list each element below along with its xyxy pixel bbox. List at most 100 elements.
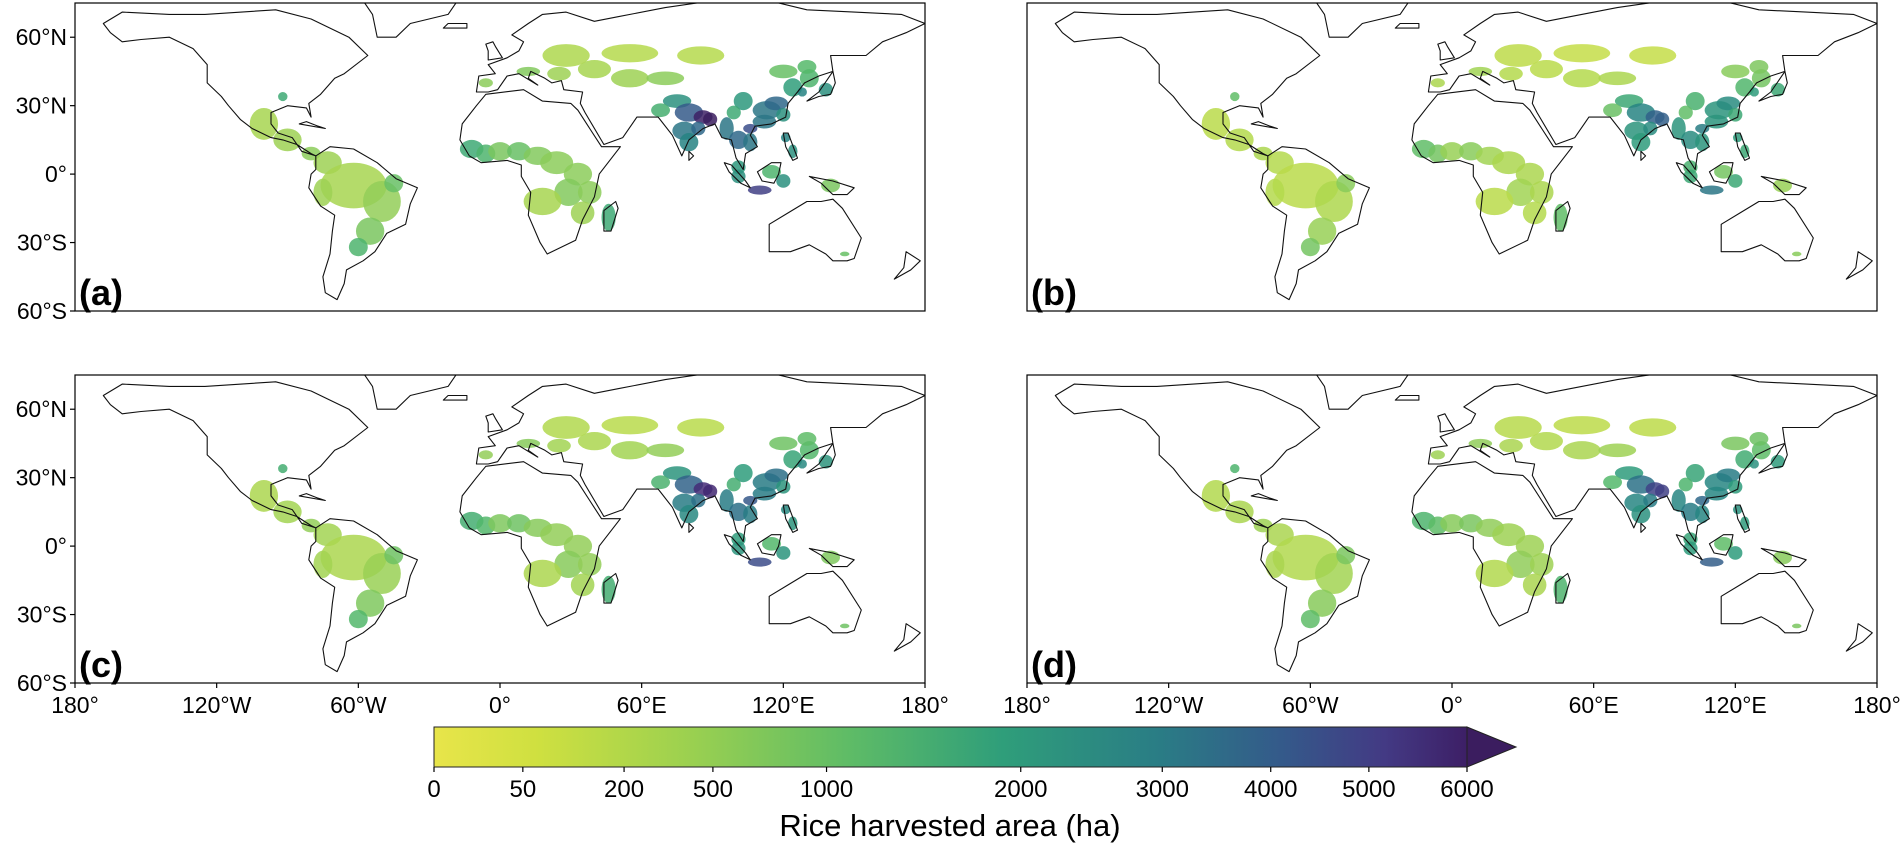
coastline-cuba — [298, 493, 326, 502]
rice-area-patch — [677, 46, 725, 65]
rice-area-patch — [733, 91, 753, 111]
rice-area-patch — [769, 64, 798, 79]
rice-area-patch — [776, 107, 791, 122]
rice-area-patch — [743, 495, 758, 506]
coastline-africa — [1411, 89, 1573, 255]
coastline-srilanka — [1640, 150, 1647, 161]
rice-area-patch — [1598, 443, 1637, 458]
rice-area-patch — [278, 91, 288, 102]
rice-area-patch — [540, 151, 574, 175]
coastline-australia — [1720, 570, 1814, 634]
rice-data-layer — [1201, 416, 1802, 629]
coastline-samerica — [308, 518, 418, 673]
rice-area-patch — [651, 103, 670, 118]
rice-area-patch — [1307, 589, 1337, 617]
rice-area-patch — [1721, 64, 1750, 79]
coastline-samerica — [1260, 146, 1370, 301]
rice-area-patch — [1695, 505, 1710, 524]
rice-area-patch — [1681, 502, 1700, 522]
rice-area-patch — [1685, 463, 1705, 483]
coastline-antarctic — [1285, 310, 1289, 311]
rice-area-patch — [601, 416, 659, 435]
rice-area-patch — [601, 44, 659, 63]
rice-area-patch — [797, 87, 807, 97]
coastline-borneo — [756, 534, 782, 556]
rice-area-patch — [488, 142, 512, 161]
colorbar-label: Rice harvested area (ha) — [779, 808, 1120, 843]
rice-area-patch — [1475, 559, 1514, 588]
rice-area-patch — [577, 180, 602, 204]
lon-tick-label: 120°E — [1704, 692, 1767, 718]
coastline-borneo — [756, 162, 782, 184]
rice-area-patch — [1681, 130, 1700, 150]
coastline-greenland — [1316, 375, 1409, 410]
rice-area-patch — [1716, 96, 1741, 111]
rice-area-patch — [733, 463, 753, 483]
rice-area-patch — [523, 187, 562, 216]
lon-tick-label: 120°W — [182, 692, 252, 718]
rice-area-patch — [1728, 174, 1743, 188]
rice-area-patch — [1643, 121, 1658, 136]
rice-area-patch — [1440, 142, 1464, 161]
coastline-iceland — [442, 22, 468, 29]
coastline-iceland — [442, 394, 468, 401]
rice-area-patch — [729, 130, 748, 150]
coastline-eurasia — [475, 375, 925, 543]
coastline-uk — [485, 413, 503, 433]
coastline-madagascar — [603, 200, 619, 232]
rice-area-patch — [691, 493, 706, 508]
coastline-africa — [459, 461, 621, 627]
rice-area-patch — [1749, 60, 1769, 74]
coastline-greenland — [364, 3, 457, 38]
rice-area-patch — [249, 107, 279, 140]
rice-area-patch — [743, 123, 758, 134]
rice-area-patch — [1749, 459, 1759, 469]
rice-area-patch — [1655, 112, 1670, 127]
coastline-srilanka — [688, 150, 695, 161]
rice-area-patch — [1716, 468, 1741, 483]
rice-area-patch — [651, 475, 670, 490]
colorbar: 0 50 200 500 1000 2000 3000 4000 5000 6000 Rice h… — [427, 726, 1518, 843]
rice-area-patch — [1492, 151, 1526, 175]
rice-area-patch — [762, 536, 781, 551]
colorbar-extend-arrow — [1466, 726, 1518, 768]
rice-area-patch — [1440, 514, 1464, 533]
coastline-borneo — [1708, 534, 1734, 556]
colorbar-tick-label: 4000 — [1244, 776, 1297, 803]
rice-area-patch — [1506, 178, 1535, 207]
rice-area-patch — [1603, 103, 1622, 118]
coastline-samerica — [1260, 518, 1370, 673]
rice-area-patch — [776, 546, 791, 560]
coastline-australia — [768, 198, 862, 262]
rice-area-patch — [1553, 575, 1568, 604]
rice-area-patch — [1728, 479, 1743, 494]
coastline-australia — [768, 570, 862, 634]
rice-area-patch — [752, 486, 777, 501]
lon-tick-label: 120°W — [1134, 692, 1204, 718]
coastline-newguinea — [808, 175, 855, 196]
rice-area-patch — [1265, 550, 1285, 579]
coastline-sumatra — [1675, 162, 1703, 189]
lon-tick-label: 60°W — [1282, 692, 1339, 718]
coastline-greenland — [1316, 3, 1409, 38]
rice-area-patch — [355, 589, 385, 617]
rice-area-patch — [1792, 251, 1802, 257]
coastline-nz — [1845, 623, 1873, 652]
coastlines — [1054, 3, 1877, 311]
rice-area-patch — [610, 69, 649, 88]
coastline-philippines — [1734, 132, 1751, 161]
rice-area-patch — [1629, 418, 1677, 437]
rice-area-patch — [1562, 441, 1601, 460]
rice-area-patch — [478, 450, 493, 460]
rice-area-patch — [542, 44, 590, 67]
colorbar-tick-label: 1000 — [800, 776, 853, 803]
rice-area-patch — [747, 185, 772, 195]
rice-area-patch — [1475, 187, 1514, 216]
colorbar-tick-label: 50 — [509, 776, 536, 803]
rice-area-patch — [554, 178, 583, 207]
map-panel: (b) — [1026, 2, 1878, 313]
rice-area-patch — [1714, 536, 1733, 551]
lat-tick-label: 0° — [45, 533, 67, 559]
lat-tick-label: 60°S — [17, 298, 67, 324]
